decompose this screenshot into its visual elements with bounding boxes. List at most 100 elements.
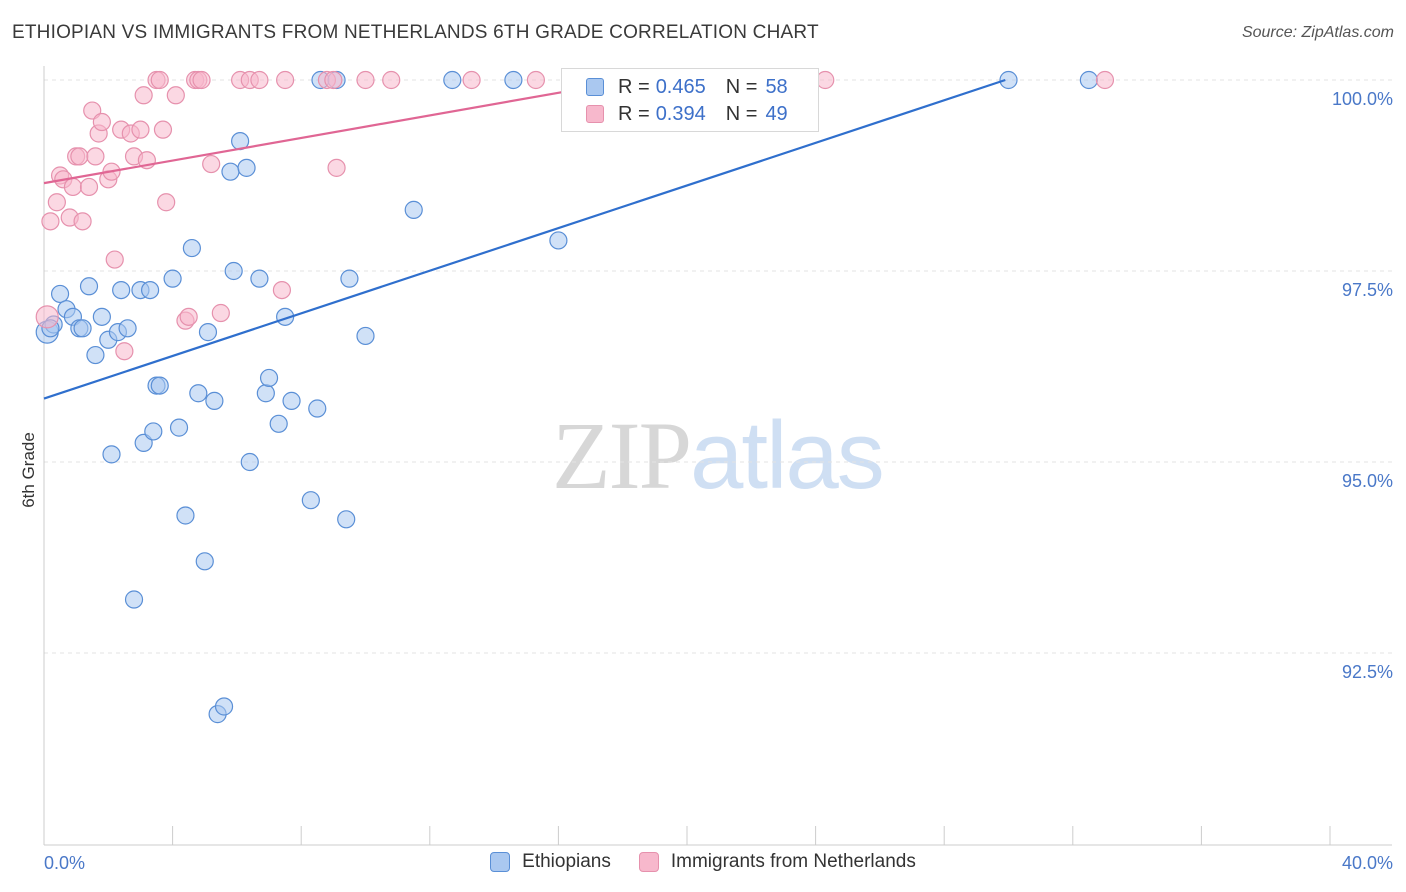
legend-row-ethiopians: R = 0.465 N = 58 (586, 74, 788, 100)
chart-title: ETHIOPIAN VS IMMIGRANTS FROM NETHERLANDS… (12, 22, 819, 43)
data-point (324, 70, 343, 90)
tick-labels: 100.0% 97.5% 95.0% 92.5% 0.0% 40.0% (44, 89, 1393, 873)
series-ethiopians (35, 70, 1098, 724)
data-point (462, 70, 481, 90)
data-point (1079, 70, 1098, 90)
data-point (816, 70, 835, 90)
data-point (549, 231, 568, 250)
legend-row-netherlands: R = 0.394 N = 49 (586, 101, 788, 127)
legend-n-label: N = (725, 75, 758, 98)
watermark-zip: ZIP (552, 402, 692, 509)
legend-item-ethiopians[interactable]: Ethiopians (490, 851, 611, 873)
legend-swatch-pink (586, 105, 604, 123)
data-point (131, 120, 150, 139)
legend-n-value: 58 (765, 75, 788, 98)
watermark-atlas: atlas (690, 402, 885, 509)
data-point (526, 70, 545, 90)
data-point (92, 307, 111, 326)
data-point (112, 281, 131, 300)
x-tick-label: 0.0% (44, 853, 85, 873)
data-point (240, 452, 259, 472)
data-point (195, 552, 214, 571)
data-point (182, 238, 201, 258)
x-tick-label: 40.0% (1342, 853, 1393, 873)
y-tick-label: 92.5% (1342, 662, 1393, 682)
data-point (169, 418, 189, 437)
data-point (237, 158, 256, 177)
axes (43, 66, 1392, 846)
data-point (70, 147, 89, 166)
data-point (50, 284, 70, 304)
data-point (327, 158, 346, 177)
series-netherlands (35, 70, 1115, 361)
data-point (356, 70, 375, 90)
data-point (205, 391, 224, 410)
data-point (73, 212, 92, 231)
stats-legend: R = 0.465 N = 58 R = 0.394 N = 49 (561, 68, 819, 132)
data-point (189, 384, 208, 403)
data-point (118, 319, 137, 338)
data-point (157, 193, 176, 212)
data-point (250, 269, 269, 288)
data-point (224, 261, 243, 281)
data-point (337, 510, 356, 529)
data-point (340, 269, 359, 288)
chart-source: Source: ZipAtlas.com (1241, 24, 1394, 41)
data-point (256, 384, 275, 403)
data-point (202, 154, 221, 174)
data-point (134, 86, 153, 105)
data-point (356, 326, 375, 346)
data-point (1095, 70, 1115, 90)
legend-r-label: R = (618, 102, 650, 125)
data-point (115, 342, 134, 361)
legend-item-label: Ethiopians (522, 851, 611, 872)
legend-item-netherlands[interactable]: Immigrants from Netherlands (638, 851, 916, 873)
data-point (153, 120, 173, 139)
legend-swatch-pink (638, 852, 659, 872)
data-point (382, 70, 401, 90)
data-point (105, 250, 124, 269)
legend-r-label: R = (618, 75, 650, 98)
data-point (63, 177, 83, 197)
data-point (79, 177, 99, 197)
legend-n-value: 49 (765, 102, 788, 125)
legend-swatch-blue (586, 78, 604, 96)
data-point (504, 70, 523, 90)
series-legend: Ethiopians Immigrants from Netherlands (0, 851, 1406, 873)
data-point (41, 212, 60, 231)
y-axis-label: 6th Grade (19, 432, 38, 508)
data-point (166, 86, 185, 105)
data-point (140, 281, 160, 300)
data-point (92, 112, 111, 132)
data-point (443, 70, 462, 90)
data-point (276, 70, 295, 90)
data-point (192, 70, 211, 90)
data-point (176, 506, 195, 525)
data-point (214, 697, 234, 716)
legend-r-value: 0.394 (655, 102, 706, 125)
data-point (221, 162, 240, 181)
legend-r-value: 0.465 (655, 75, 706, 98)
data-point (124, 590, 144, 609)
data-point (999, 70, 1018, 90)
data-point (79, 277, 99, 296)
legend-item-label: Immigrants from Netherlands (670, 851, 916, 872)
watermark: ZIPatlas (552, 400, 885, 511)
y-tick-label: 97.5% (1342, 280, 1393, 300)
data-point (259, 368, 279, 388)
data-point (150, 70, 169, 90)
data-point (308, 399, 327, 418)
data-point (282, 391, 301, 410)
data-point (35, 305, 59, 329)
data-point (150, 376, 169, 395)
data-point (144, 422, 163, 441)
trend-line (43, 78, 1006, 400)
legend-n-label: N = (725, 102, 758, 125)
data-point (269, 414, 288, 433)
y-tick-label: 100.0% (1332, 89, 1393, 109)
data-point (179, 307, 198, 326)
y-tick-label: 95.0% (1342, 471, 1393, 491)
data-point (86, 345, 105, 365)
data-point (211, 303, 230, 323)
